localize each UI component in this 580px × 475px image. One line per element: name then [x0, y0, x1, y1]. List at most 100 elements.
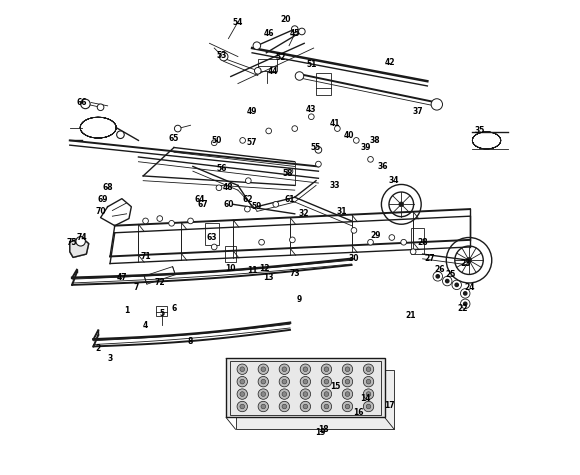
Text: 18: 18 [318, 425, 328, 434]
Text: 1: 1 [124, 306, 129, 315]
Circle shape [279, 389, 289, 399]
Text: 39: 39 [361, 143, 371, 152]
Circle shape [299, 28, 305, 35]
Bar [224, 246, 237, 262]
Circle shape [316, 161, 321, 167]
Text: 14: 14 [361, 394, 371, 403]
Text: 8: 8 [188, 337, 193, 346]
Circle shape [76, 237, 85, 246]
Bar [205, 223, 219, 245]
Circle shape [261, 404, 266, 409]
Circle shape [282, 392, 287, 397]
Circle shape [351, 228, 357, 233]
Circle shape [445, 279, 450, 284]
Text: 60: 60 [223, 200, 234, 209]
Circle shape [295, 72, 304, 80]
Circle shape [303, 367, 308, 371]
Text: 35: 35 [474, 126, 485, 135]
Text: 44: 44 [268, 67, 278, 76]
Text: 10: 10 [226, 264, 236, 273]
Circle shape [353, 138, 359, 143]
Circle shape [245, 178, 251, 183]
Bar [157, 306, 167, 316]
Text: 59: 59 [252, 202, 262, 211]
Circle shape [287, 168, 293, 174]
Circle shape [279, 364, 289, 374]
Text: 31: 31 [337, 207, 347, 216]
Text: 25: 25 [446, 270, 456, 279]
Text: 74: 74 [77, 233, 87, 242]
Circle shape [342, 377, 353, 387]
Circle shape [363, 389, 374, 399]
Circle shape [324, 367, 329, 371]
Circle shape [261, 392, 266, 397]
Text: 48: 48 [223, 183, 234, 192]
Text: 46: 46 [263, 29, 274, 38]
Circle shape [291, 26, 298, 32]
Text: 42: 42 [384, 58, 395, 67]
Bar [316, 73, 331, 95]
Circle shape [368, 239, 374, 245]
Circle shape [240, 367, 245, 371]
Circle shape [259, 239, 264, 245]
Text: 34: 34 [389, 176, 400, 185]
Circle shape [266, 128, 271, 134]
Circle shape [253, 42, 260, 49]
Text: 50: 50 [211, 136, 222, 145]
Circle shape [389, 235, 394, 240]
Text: 20: 20 [280, 15, 291, 24]
Text: 72: 72 [154, 278, 165, 287]
Text: 2: 2 [96, 344, 101, 353]
Text: 21: 21 [405, 311, 416, 320]
Text: 64: 64 [195, 195, 205, 204]
Text: 68: 68 [102, 183, 113, 192]
Text: 65: 65 [169, 133, 179, 142]
Circle shape [279, 401, 289, 412]
Circle shape [188, 218, 193, 224]
Circle shape [366, 380, 371, 384]
Circle shape [237, 377, 248, 387]
Circle shape [143, 218, 148, 224]
Bar [258, 59, 277, 71]
Circle shape [399, 202, 404, 207]
Circle shape [258, 377, 269, 387]
Text: 36: 36 [377, 162, 387, 171]
Circle shape [211, 140, 217, 146]
Circle shape [463, 291, 467, 296]
Text: 54: 54 [233, 18, 243, 27]
Circle shape [258, 401, 269, 412]
Circle shape [240, 138, 245, 143]
Text: 67: 67 [197, 200, 208, 209]
Text: 4: 4 [143, 321, 148, 330]
Text: 26: 26 [434, 265, 444, 274]
Text: 37: 37 [412, 107, 423, 116]
Text: 15: 15 [330, 382, 340, 391]
Bar [226, 358, 385, 418]
Circle shape [240, 392, 245, 397]
Circle shape [436, 274, 440, 279]
Circle shape [237, 364, 248, 374]
Text: 45: 45 [289, 29, 300, 38]
Text: 70: 70 [95, 207, 106, 216]
Circle shape [175, 125, 181, 132]
Circle shape [81, 99, 90, 109]
Circle shape [410, 249, 416, 255]
Bar [235, 370, 394, 429]
Text: 28: 28 [417, 238, 428, 247]
Circle shape [324, 404, 329, 409]
Circle shape [216, 185, 222, 190]
Circle shape [300, 377, 311, 387]
Circle shape [303, 404, 308, 409]
Text: 63: 63 [206, 233, 217, 242]
Circle shape [324, 380, 329, 384]
Text: 32: 32 [299, 209, 310, 218]
Circle shape [300, 389, 311, 399]
Text: 55: 55 [311, 143, 321, 152]
Circle shape [345, 367, 350, 371]
Text: 29: 29 [370, 231, 380, 239]
Circle shape [303, 392, 308, 397]
Text: 75: 75 [67, 238, 77, 247]
Text: 53: 53 [216, 51, 227, 60]
Circle shape [321, 389, 332, 399]
Circle shape [258, 389, 269, 399]
